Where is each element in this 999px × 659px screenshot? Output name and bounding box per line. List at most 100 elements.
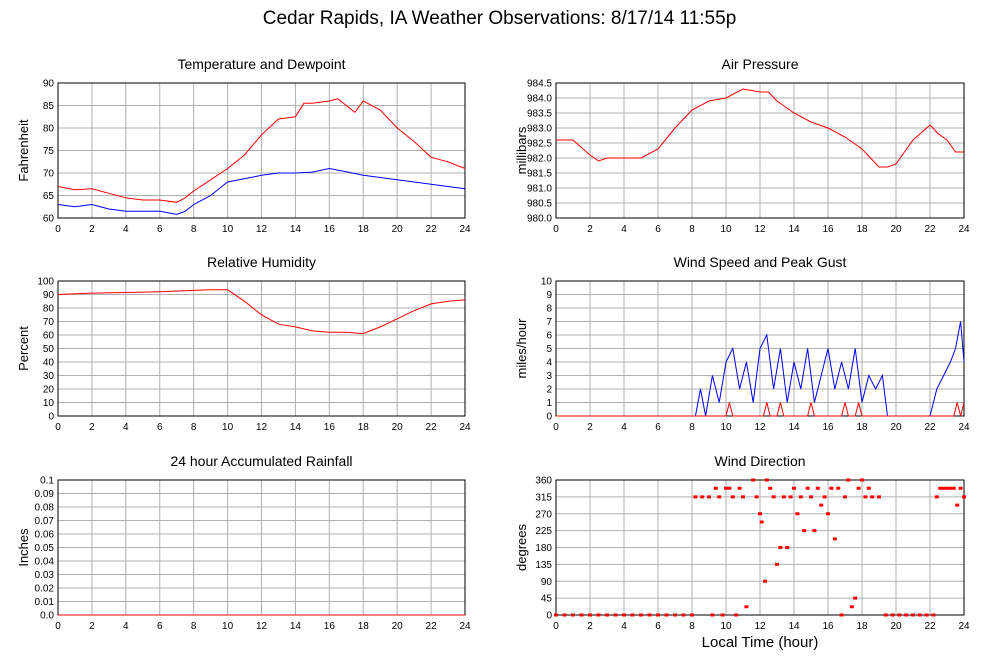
data-point [781,495,786,499]
x-tick-label: 4 [123,224,129,235]
y-tick-label: 0 [546,412,552,423]
data-point [724,486,728,490]
y-tick-label: 0.09 [35,489,55,500]
data-point [741,495,745,499]
x-tick-label: 6 [157,224,163,235]
y-tick-label: 0.0 [40,611,54,622]
x-tick-label: 16 [822,224,834,235]
y-tick-label: 0.01 [35,597,55,608]
data-point [673,613,677,617]
x-tick-label: 8 [191,224,197,235]
x-tick-label: 24 [958,224,970,235]
y-tick-label: 30 [43,371,55,382]
x-tick-label: 18 [358,224,370,235]
x-tick-label: 4 [123,621,129,632]
y-tick-label: 70 [43,317,55,328]
plot-frame [555,82,965,219]
x-tick-label: 16 [324,224,336,235]
y-tick-label: 0.08 [35,503,55,514]
y-tick-label: 90 [43,79,55,90]
x-tick-label: 8 [689,224,695,235]
data-point [890,613,895,617]
y-tick-label: 270 [535,509,552,520]
x-tick-label: 18 [358,621,370,632]
x-tick-label: 24 [459,422,471,433]
y-tick-label: 10 [541,277,553,288]
y-tick-label: 80 [43,124,55,135]
x-tick-label: 0 [55,422,61,433]
data-point [931,613,936,617]
data-point [948,486,953,490]
x-tick-label: 20 [392,224,404,235]
data-point [924,613,929,617]
x-tick-label: 12 [754,621,766,632]
y-tick-label: 45 [541,594,553,605]
x-tick-label: 16 [822,621,834,632]
data-point [883,613,888,617]
y-axis-label: degrees [514,524,529,571]
chart-title: Relative Humidity [207,254,316,270]
data-point [713,486,718,490]
x-tick-label: 6 [655,224,661,235]
y-axis-label: Fahrenheit [16,119,31,182]
chart-title: Temperature and Dewpoint [177,56,345,72]
x-tick-label: 2 [587,224,593,235]
y-tick-label: 50 [43,344,55,355]
chart-title: Wind Speed and Peak Gust [674,254,847,270]
data-point [775,562,779,566]
chart-title: Wind Direction [714,453,805,469]
x-tick-label: 2 [89,422,95,433]
y-tick-label: 0.02 [35,584,55,595]
data-point [720,613,725,617]
x-tick-label: 18 [358,422,370,433]
x-tick-label: 24 [958,621,970,632]
data-point [941,486,946,490]
data-point [866,486,871,490]
y-tick-label: 984.5 [527,79,552,90]
x-tick-label: 24 [958,422,970,433]
x-tick-label: 4 [621,422,627,433]
x-tick-label: 10 [222,224,234,235]
data-point [754,495,759,499]
x-tick-label: 0 [553,422,559,433]
y-tick-label: 225 [535,526,552,537]
x-tick-label: 2 [89,621,95,632]
y-tick-label: 10 [43,398,55,409]
x-tick-label: 0 [55,621,61,632]
y-tick-label: 0.03 [35,570,55,581]
y-tick-label: 9 [546,290,552,301]
x-tick-label: 18 [856,621,868,632]
data-point [792,486,796,490]
data-point [911,613,915,617]
data-point [730,495,735,499]
data-point [836,486,841,490]
x-axis-label: Local Time (hour) [701,634,819,651]
data-point [764,478,769,482]
data-point [588,613,592,617]
data-point [700,495,705,499]
data-point [904,613,909,617]
data-point [955,503,960,507]
data-point [829,486,834,490]
x-tick-label: 20 [890,621,902,632]
y-tick-label: 980.5 [527,199,552,210]
y-tick-label: 6 [546,331,552,342]
y-tick-label: 90 [541,577,553,588]
y-tick-label: 982.5 [527,139,552,150]
x-tick-label: 14 [290,224,302,235]
data-point [917,613,922,617]
x-tick-label: 20 [392,422,404,433]
data-point [579,613,584,617]
x-tick-label: 12 [256,621,268,632]
x-tick-label: 16 [324,422,336,433]
y-tick-label: 1 [546,398,552,409]
data-point [763,579,768,583]
x-tick-label: 14 [788,621,800,632]
data-point [945,486,949,490]
x-tick-label: 2 [89,224,95,235]
y-tick-label: 315 [535,492,552,503]
y-tick-label: 20 [43,385,55,396]
